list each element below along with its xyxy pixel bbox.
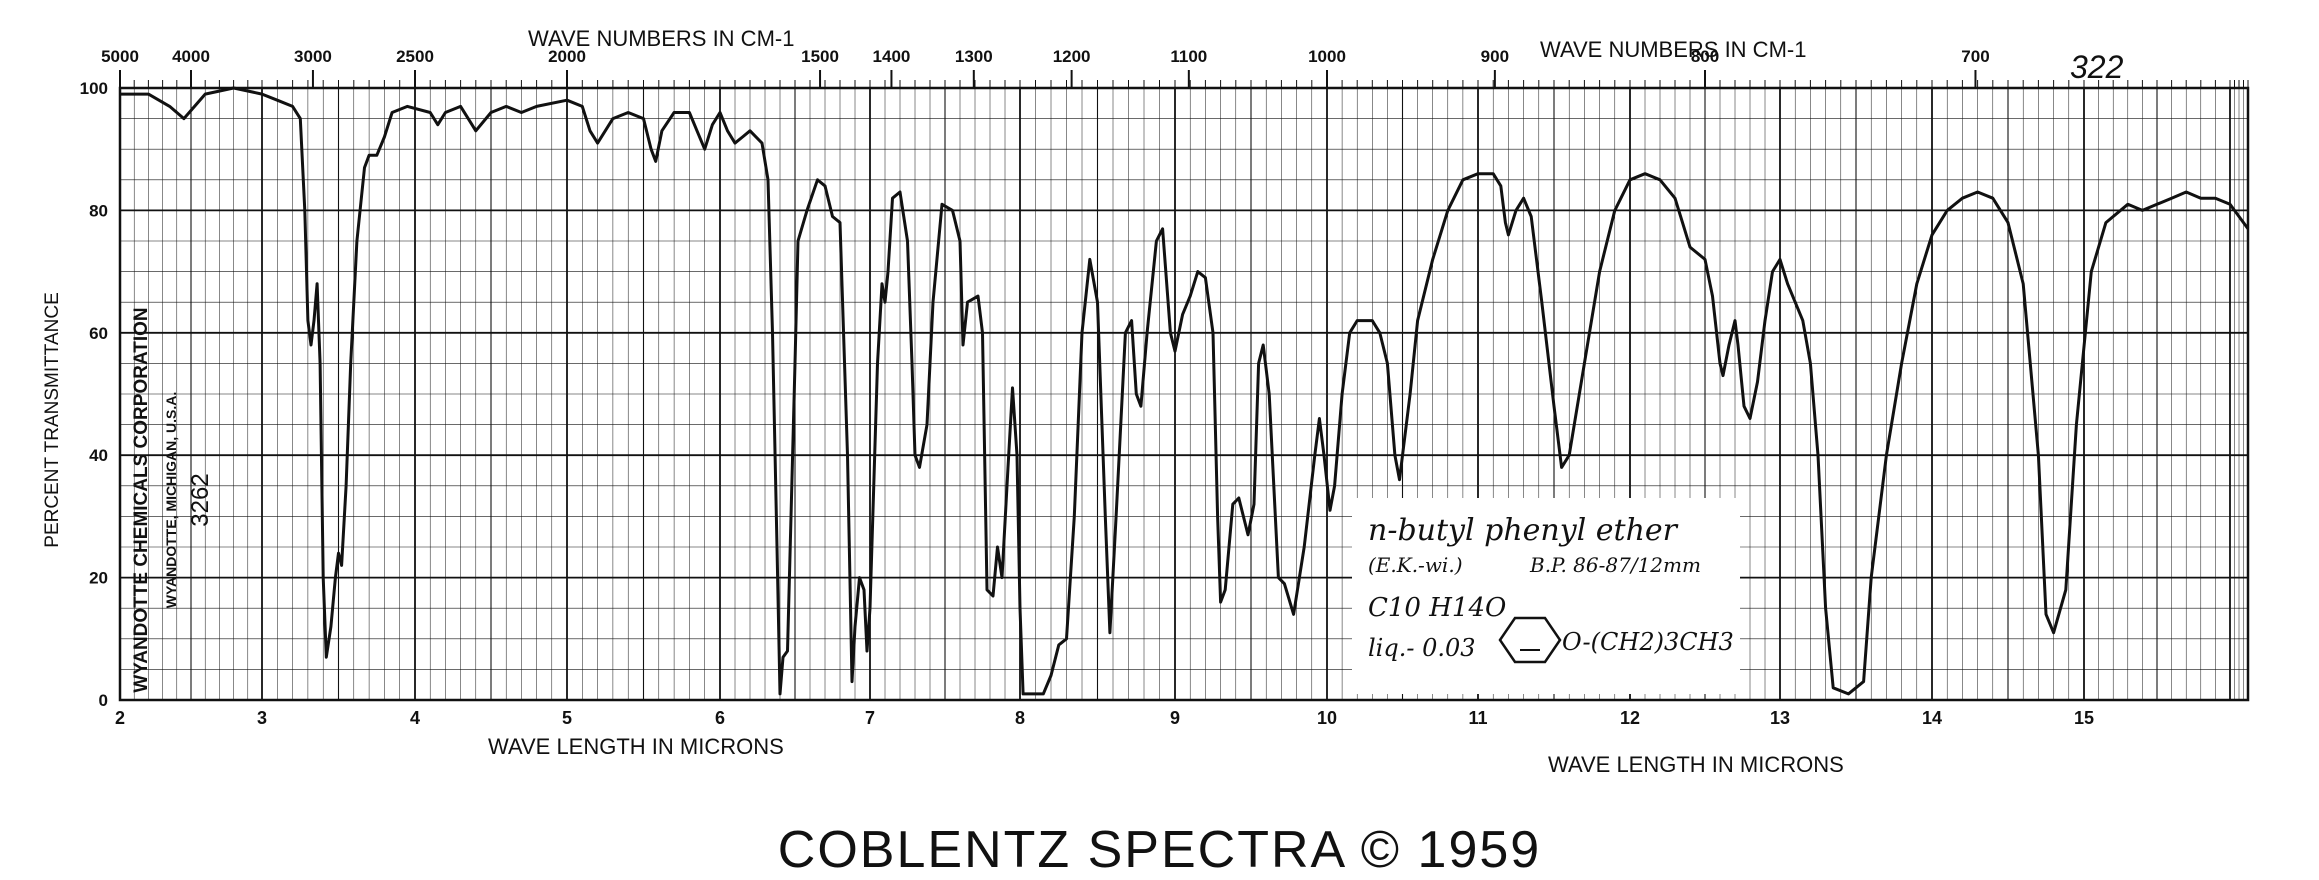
stamp-company: WYANDOTTE CHEMICALS CORPORATION — [131, 307, 152, 692]
chart-grid — [118, 86, 2250, 702]
ir-spectrum-chart: 5000 4000 3000 2500 2000 1500 1400 1300 1200 1100… — [42, 26, 2250, 777]
top-tick-label: 800 — [1691, 47, 1719, 66]
x-axis-label-right: WAVE LENGTH IN MICRONS — [1548, 752, 1844, 777]
x-tick-label: 14 — [1922, 708, 1942, 728]
y-tick-label: 20 — [89, 569, 108, 588]
annotation-card: n-butyl phenyl ether (E.K.-wi.) B.P. 86-… — [1352, 498, 1740, 694]
top-tick-label: 1100 — [1170, 47, 1207, 66]
top-wavenumber-ticks: 5000 4000 3000 2500 2000 1500 1400 1300 1200 1100… — [101, 47, 2249, 88]
top-axis-label-right: WAVE NUMBERS IN CM-1 — [1540, 37, 1806, 62]
compound-source: (E.K.-wi.) — [1368, 553, 1463, 577]
x-axis-label-left: WAVE LENGTH IN MICRONS — [488, 734, 784, 759]
y-axis-ticks: 0 20 40 60 80 100 — [80, 79, 108, 710]
top-tick-label: 1400 — [873, 47, 911, 66]
x-tick-label: 12 — [1620, 708, 1640, 728]
molecular-formula: C10 H14O — [1368, 593, 1506, 623]
top-tick-label: 1200 — [1053, 47, 1091, 66]
x-tick-label: 8 — [1015, 708, 1025, 728]
x-tick-label: 15 — [2074, 708, 2094, 728]
x-tick-label: 5 — [562, 708, 572, 728]
y-tick-label: 80 — [89, 201, 108, 220]
sample-state: liq.- 0.03 — [1368, 634, 1476, 662]
structure-chain: O-(CH2)3CH3 — [1562, 628, 1734, 656]
spectrum-line — [120, 86, 2250, 696]
top-axis-label-left: WAVE NUMBERS IN CM-1 — [528, 26, 794, 51]
benzene-ring-icon — [1498, 616, 1562, 664]
top-tick-label: 700 — [1961, 47, 1989, 66]
x-tick-label: 7 — [865, 708, 875, 728]
stamp-location: WYANDOTTE, MICHIGAN, U.S.A. — [163, 392, 179, 609]
plot-frame — [118, 86, 2250, 702]
y-axis-label: PERCENT TRANSMITTANCE — [42, 292, 63, 547]
top-tick-label: 2500 — [396, 47, 434, 66]
x-tick-label: 6 — [715, 708, 725, 728]
top-tick-label: 4000 — [172, 47, 210, 66]
x-tick-label: 3 — [257, 708, 267, 728]
x-axis-ticks: 2 3 4 5 6 7 8 9 10 11 12 13 14 15 — [115, 708, 2094, 728]
x-tick-label: 11 — [1468, 708, 1487, 728]
y-tick-label: 40 — [89, 446, 108, 465]
top-tick-label: 5000 — [101, 47, 139, 66]
top-tick-label: 2000 — [548, 47, 586, 66]
top-tick-label: 1000 — [1308, 47, 1346, 66]
top-tick-label: 3000 — [294, 47, 332, 66]
x-tick-label: 9 — [1170, 708, 1180, 728]
x-tick-label: 2 — [115, 708, 125, 728]
y-tick-label: 60 — [89, 324, 108, 343]
stamp-code: 3262 — [187, 473, 214, 526]
x-tick-label: 4 — [410, 708, 420, 728]
x-tick-label: 10 — [1317, 708, 1337, 728]
footer-copyright: COBLENTZ SPECTRA © 1959 — [777, 821, 1542, 879]
top-tick-label: 900 — [1481, 47, 1509, 66]
y-tick-label: 0 — [99, 691, 108, 710]
x-tick-label: 13 — [1770, 708, 1790, 728]
y-tick-label: 100 — [80, 79, 108, 98]
top-tick-label: 1300 — [955, 47, 993, 66]
boiling-point: B.P. 86-87/12mm — [1529, 553, 1701, 577]
top-tick-label: 1500 — [801, 47, 839, 66]
sheet-number: 322 — [2070, 49, 2124, 85]
compound-name: n-butyl phenyl ether — [1368, 513, 1679, 548]
